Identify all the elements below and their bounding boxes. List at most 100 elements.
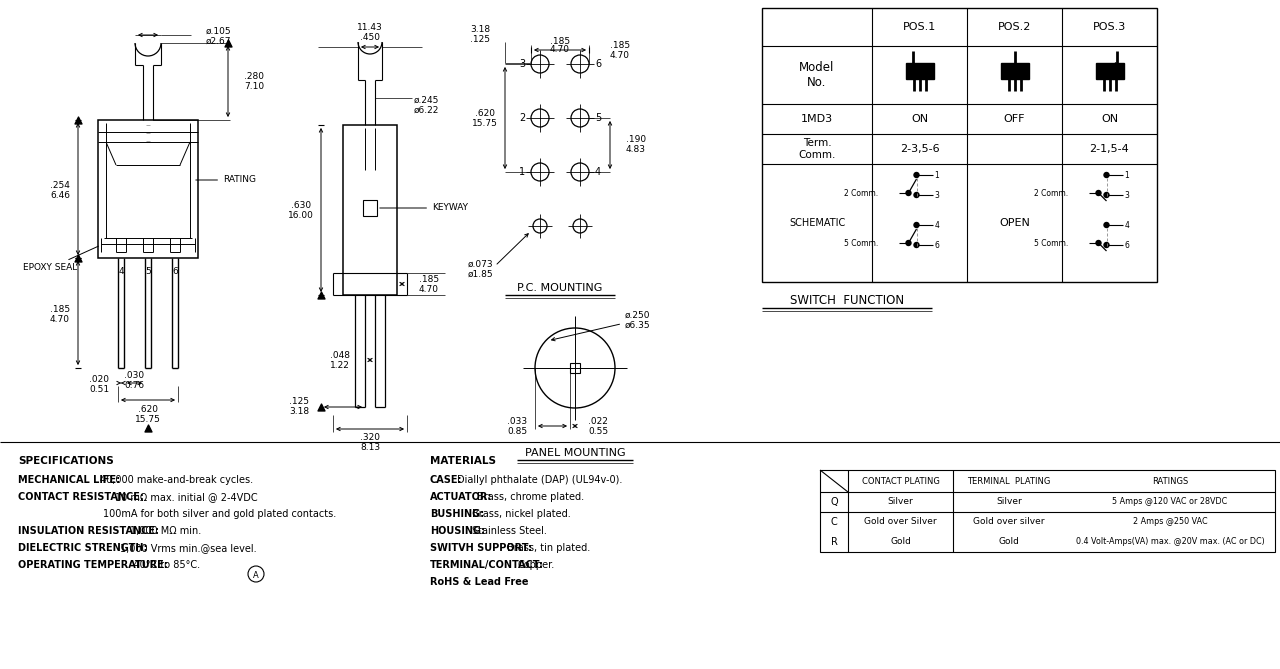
Text: OPEN: OPEN [1000,218,1030,228]
Text: 6: 6 [934,240,940,250]
Circle shape [914,173,919,177]
Text: Gold: Gold [890,537,911,547]
Text: 2: 2 [518,113,525,123]
Text: 4: 4 [934,221,940,229]
Circle shape [1096,240,1101,246]
Text: 3.18: 3.18 [289,407,308,417]
Circle shape [1103,193,1108,197]
Point [218,37,238,48]
Text: .030: .030 [124,371,145,379]
Text: Diallyl phthalate (DAP) (UL94v-0).: Diallyl phthalate (DAP) (UL94v-0). [457,475,622,485]
Text: Gold: Gold [998,537,1019,547]
Text: 100mA for both silver and gold plated contacts.: 100mA for both silver and gold plated co… [102,509,337,519]
Text: 3: 3 [1125,191,1129,199]
Text: 6: 6 [172,268,178,276]
Text: .320: .320 [360,434,380,442]
Text: .620: .620 [475,108,495,118]
Text: R: R [831,537,837,547]
Text: Q: Q [831,497,838,507]
Bar [1001,63,1029,79]
Text: 0.85: 0.85 [507,427,527,436]
Text: P.C. MOUNTING: P.C. MOUNTING [517,283,603,293]
Text: 2 Comm.: 2 Comm. [845,189,878,197]
Text: .125: .125 [289,397,308,407]
Text: .630: .630 [291,201,311,211]
Text: ø.245: ø.245 [413,96,439,104]
Text: 0.51: 0.51 [88,385,109,393]
Text: 4: 4 [118,268,124,276]
Text: 16.00: 16.00 [288,211,314,221]
Text: SWITVH SUPPORT:: SWITVH SUPPORT: [430,543,532,553]
Text: ø2.67: ø2.67 [206,37,232,45]
Text: 6: 6 [1125,240,1129,250]
Text: 15.75: 15.75 [472,120,498,128]
Text: INSULATION RESISTANCE:: INSULATION RESISTANCE: [18,526,159,536]
Text: TERMINAL/CONTACT:: TERMINAL/CONTACT: [430,560,544,570]
Text: 4.83: 4.83 [626,145,646,155]
Text: 1: 1 [934,171,940,179]
Text: ø.250
ø6.35: ø.250 ø6.35 [552,310,650,341]
Text: 1.22: 1.22 [330,361,349,369]
Point [68,114,88,125]
Text: 6: 6 [595,59,602,69]
Circle shape [1103,173,1108,177]
Text: .190: .190 [626,136,646,145]
Text: 1,000 MΩ min.: 1,000 MΩ min. [131,526,201,536]
Text: HOUSING:: HOUSING: [430,526,485,536]
Text: RoHS & Lead Free: RoHS & Lead Free [430,577,529,587]
Text: 8.13: 8.13 [360,444,380,452]
Text: SPECIFICATIONS: SPECIFICATIONS [18,456,114,466]
Text: A: A [253,571,259,579]
Bar [570,363,580,373]
Text: .254: .254 [50,181,70,189]
Text: ON: ON [911,114,928,124]
Text: 5: 5 [595,113,602,123]
Text: .048: .048 [330,351,349,359]
Text: .033: .033 [507,417,527,425]
Text: 0.4 Volt-Amps(VA) max. @20V max. (AC or DC): 0.4 Volt-Amps(VA) max. @20V max. (AC or … [1075,537,1265,547]
Bar [905,63,933,79]
Text: .020: .020 [90,375,109,383]
Text: 4: 4 [595,167,602,177]
Text: .185: .185 [611,41,630,50]
Text: 2-1,5-4: 2-1,5-4 [1089,144,1129,154]
Text: ø6.22: ø6.22 [413,106,439,114]
Text: 4.70: 4.70 [419,284,439,294]
Text: -40°C to 85°C.: -40°C to 85°C. [131,560,200,570]
Text: 40,000 make-and-break cycles.: 40,000 make-and-break cycles. [100,475,253,485]
Text: RATINGS: RATINGS [1152,476,1188,486]
Text: POS.3: POS.3 [1093,22,1126,32]
Text: SWITCH  FUNCTION: SWITCH FUNCTION [790,294,904,306]
Circle shape [914,193,919,197]
Text: Brass, nickel plated.: Brass, nickel plated. [472,509,571,519]
Text: POS.1: POS.1 [902,22,936,32]
Text: ø1.85: ø1.85 [467,270,493,278]
Text: TERMINAL  PLATING: TERMINAL PLATING [968,476,1051,486]
Text: 2 Comm.: 2 Comm. [1034,189,1069,197]
Text: 2 Amps @250 VAC: 2 Amps @250 VAC [1133,518,1207,527]
Text: MECHANICAL LIFE:: MECHANICAL LIFE: [18,475,120,485]
Text: .022: .022 [588,417,608,425]
Text: RATING: RATING [196,175,256,185]
Text: POS.2: POS.2 [998,22,1032,32]
Text: .185: .185 [419,274,439,284]
Text: .620: .620 [138,405,157,413]
Text: .280: .280 [244,72,264,81]
Text: Silver: Silver [887,498,914,506]
Text: 15.75: 15.75 [136,415,161,423]
Circle shape [1096,191,1101,195]
Circle shape [906,191,911,195]
Text: 3: 3 [934,191,940,199]
Circle shape [906,240,911,246]
Text: DIELECTRIC STRENGTH:: DIELECTRIC STRENGTH: [18,543,147,553]
Text: SCHEMATIC: SCHEMATIC [788,218,845,228]
Text: 4: 4 [1125,221,1129,229]
Text: OPERATING TEMPERATURE:: OPERATING TEMPERATURE: [18,560,168,570]
Text: Silver: Silver [996,498,1021,506]
Circle shape [914,242,919,248]
Text: 0.76: 0.76 [124,381,145,389]
Text: 6.46: 6.46 [50,191,70,199]
Bar [820,470,1275,552]
Text: ø.105: ø.105 [206,27,232,35]
Text: 5 Comm.: 5 Comm. [845,239,878,248]
